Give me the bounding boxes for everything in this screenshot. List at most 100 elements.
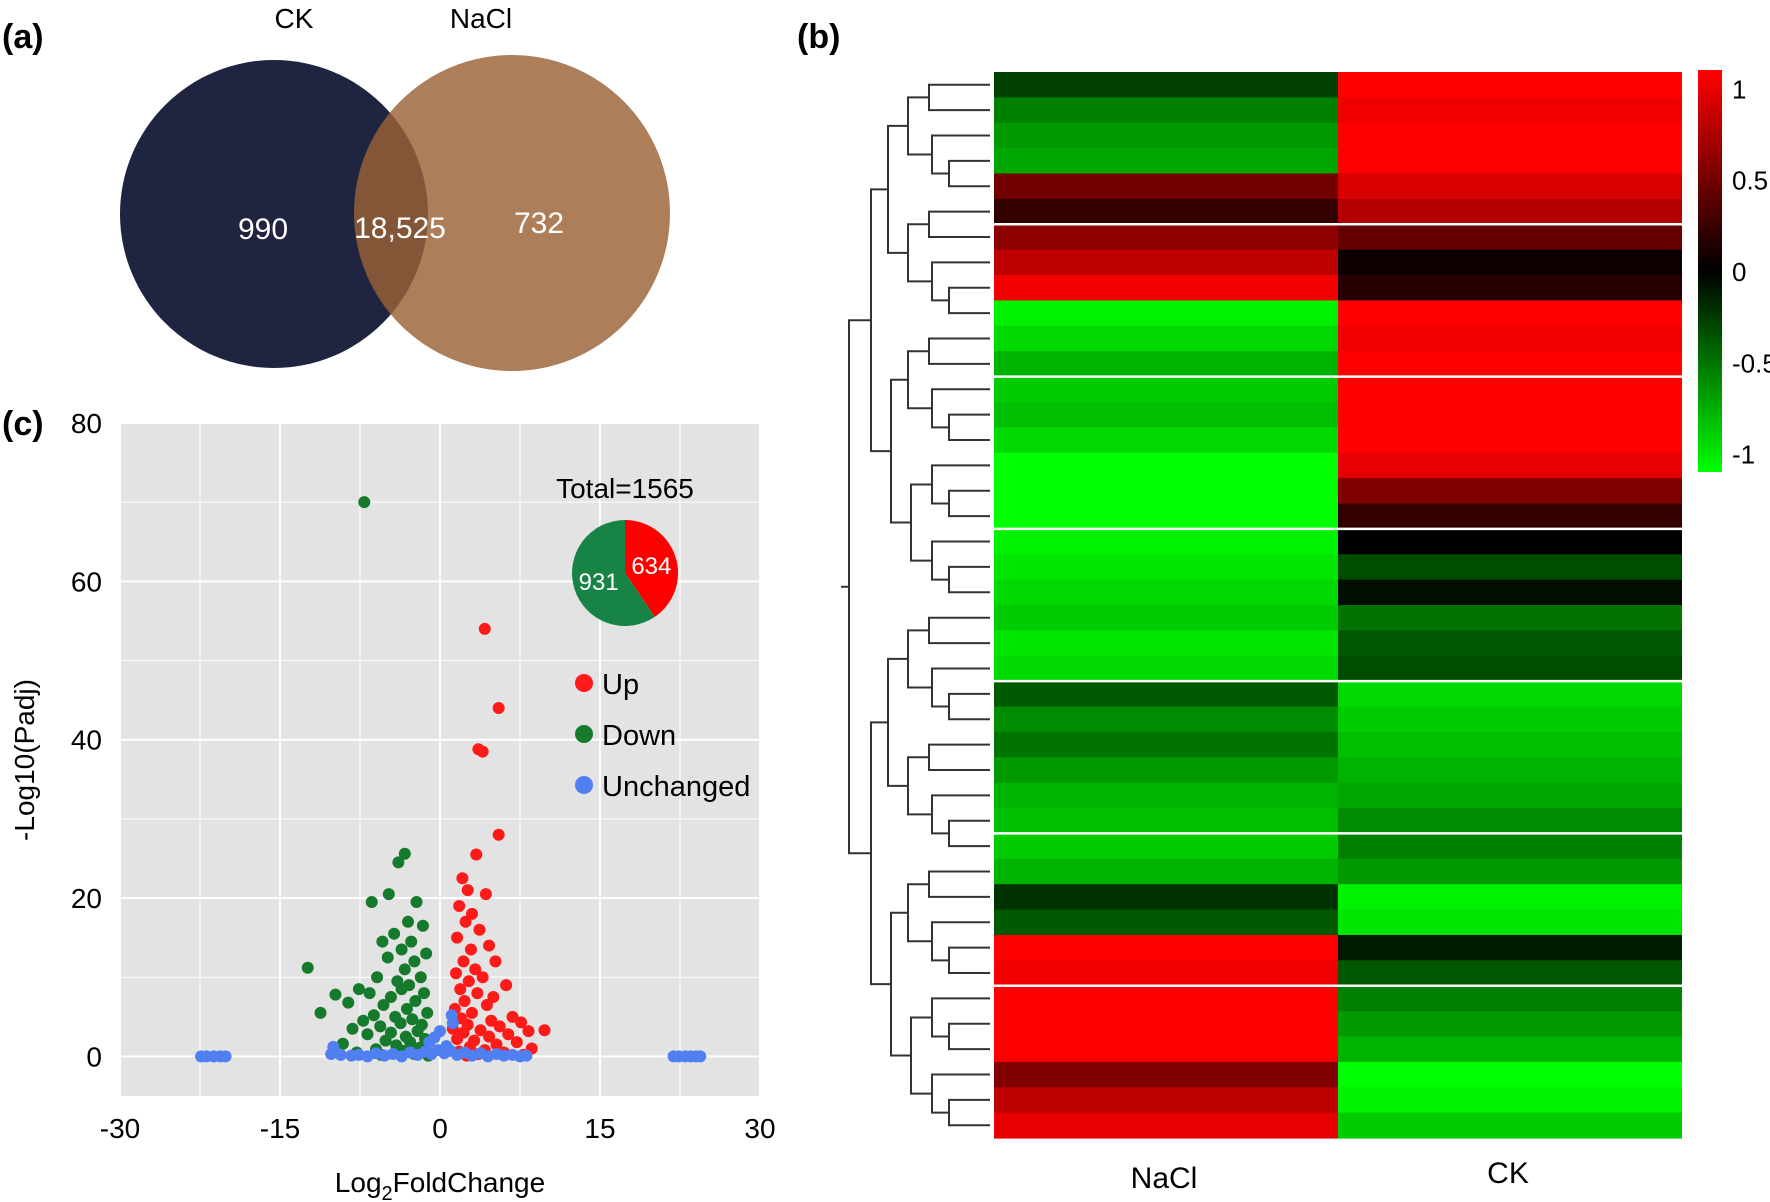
volcano-point-down — [384, 991, 397, 1004]
heatmap-cell-nacl — [994, 173, 1338, 200]
heatmap-cell-ck — [1338, 1061, 1682, 1088]
heatmap-cell-ck — [1338, 681, 1682, 708]
heatmap-cell-nacl — [994, 858, 1338, 885]
heatmap-cell-ck — [1338, 1011, 1682, 1038]
dendrogram-branch — [931, 997, 990, 1038]
volcano-point-up — [474, 1024, 487, 1037]
heatmap-cell-nacl — [994, 300, 1338, 327]
heatmap-cell-ck — [1338, 325, 1682, 352]
volcano-point-down — [400, 1002, 413, 1015]
dendrogram-branch — [928, 210, 990, 238]
dendrogram-branch — [948, 1098, 990, 1127]
heatmap-cluster-separators — [994, 223, 1682, 987]
dendrogram-branch — [931, 134, 990, 175]
dendrogram-branch — [948, 692, 990, 721]
volcano-point-down — [394, 1017, 407, 1030]
volcano-point-up — [458, 994, 471, 1007]
heatmap-cell-nacl — [994, 503, 1338, 530]
heatmap-cell-ck — [1338, 452, 1682, 479]
heatmap-cell-ck — [1338, 731, 1682, 758]
heatmap-cell-nacl — [994, 148, 1338, 175]
volcano-point-down — [418, 987, 430, 1000]
volcano-point-down — [371, 971, 384, 984]
heatmap-cell-ck — [1338, 757, 1682, 784]
dendrogram-branch — [948, 946, 990, 975]
volcano-point-down — [374, 1020, 387, 1033]
volcano-point-down — [398, 847, 411, 860]
heatmap-cell-nacl — [994, 198, 1338, 225]
volcano-point-down — [379, 1034, 392, 1047]
heatmap-cell-ck — [1338, 706, 1682, 733]
panel-a-label: (a) — [2, 18, 44, 56]
venn-ck-circle — [120, 60, 428, 368]
dendrogram-branch — [887, 657, 908, 787]
heatmap-cell-nacl — [994, 833, 1338, 860]
heatmap-cell-ck — [1338, 528, 1682, 555]
legend-unchanged-marker — [575, 776, 593, 794]
volcano-point-down — [342, 996, 355, 1009]
volcano-point-up — [459, 915, 472, 928]
panel-b-label: (b) — [797, 18, 840, 56]
volcano-point-up — [466, 1006, 478, 1019]
dendrogram-branch — [931, 667, 990, 708]
dendrogram-branch — [948, 286, 990, 315]
volcano-point-down — [357, 1014, 370, 1027]
heatmap-cell-ck — [1338, 782, 1682, 809]
volcano-point-up — [492, 828, 505, 841]
heatmap-colorbar — [1698, 70, 1722, 472]
volcano-point-up — [456, 872, 469, 885]
heatmap-cell-nacl — [994, 275, 1338, 302]
heatmap-cell-nacl — [994, 554, 1338, 581]
volcano-point-down — [352, 983, 365, 996]
heatmap-cell-ck — [1338, 427, 1682, 454]
volcano-point-down — [388, 927, 401, 940]
heatmap-cell-nacl — [994, 478, 1338, 505]
heatmap-cell-ck — [1338, 960, 1682, 987]
heatmap-cell-ck — [1338, 833, 1682, 860]
volcano-point-up — [473, 923, 486, 936]
heatmap-cell-nacl — [994, 782, 1338, 809]
volcano-point-down — [408, 955, 421, 968]
volcano-point-down — [405, 935, 418, 948]
volcano-point-unchanged — [334, 1048, 347, 1061]
volcano-point-down — [301, 961, 314, 974]
volcano-point-up — [522, 1025, 535, 1038]
volcano-point-down — [392, 856, 405, 869]
heatmap-cell-ck — [1338, 934, 1682, 961]
dendrogram-branch — [948, 159, 990, 188]
heatmap-colorbar-ticks: 1 0.5 0 -0.5 -1 — [1732, 74, 1770, 469]
heatmap-cell-ck — [1338, 198, 1682, 225]
heatmap-cell-nacl — [994, 1011, 1338, 1038]
pie-slice-label-down: 931 — [579, 569, 619, 596]
venn-panel: (a) CK NaCl 990 18,525 732 — [2, 3, 670, 371]
heatmap-cell-ck — [1338, 808, 1682, 835]
volcano-point-up — [451, 931, 464, 944]
volcano-point-unchanged — [219, 1050, 232, 1063]
volcano-point-down — [336, 1037, 349, 1050]
volcano-point-down — [377, 998, 390, 1011]
volcano-point-down — [421, 1006, 434, 1019]
volcano-point-down — [381, 951, 394, 964]
volcano-point-unchanged — [445, 1009, 458, 1022]
volcano-point-down — [404, 1036, 417, 1049]
dendrogram-branch — [948, 565, 990, 594]
volcano-point-down — [416, 919, 429, 932]
legend-unchanged-label: Unchanged — [602, 771, 750, 803]
volcano-point-up — [478, 622, 491, 635]
heatmap-dendrogram — [841, 83, 990, 1127]
volcano-point-unchanged — [440, 1040, 453, 1053]
heatmap-cell-ck — [1338, 579, 1682, 606]
heatmap-cell-ck — [1338, 909, 1682, 936]
volcano-point-down — [420, 947, 433, 960]
heatmap-cells — [994, 72, 1682, 1139]
dendrogram-branch — [910, 483, 932, 562]
volcano-point-up — [453, 899, 466, 912]
volcano-ticks: -30 -15 0 15 30 0 20 40 60 80 — [71, 408, 776, 1144]
volcano-point-up — [476, 745, 489, 758]
heatmap-cell-nacl — [994, 1112, 1338, 1139]
heatmap-cell-nacl — [994, 452, 1338, 479]
pie-slice-up — [625, 520, 679, 617]
volcano-point-up — [471, 987, 484, 1000]
volcano-point-down — [365, 896, 378, 909]
heatmap-cell-nacl — [994, 325, 1338, 352]
